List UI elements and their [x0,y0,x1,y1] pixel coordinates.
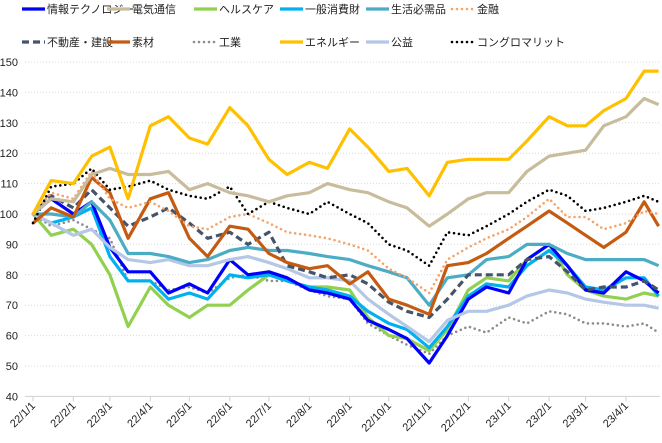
series-line-9 [31,69,659,215]
x-tick-label: 23/4/1 [601,400,631,430]
legend-label: 金融 [477,2,499,16]
legend-item: 金融 [450,2,499,16]
x-tick-label: 22/10/1 [359,400,393,434]
y-tick-label: 100 [0,209,18,221]
y-tick-label: 110 [0,179,18,191]
x-tick-label: 22/11/1 [400,400,434,434]
legend-label: 素材 [132,35,154,49]
x-tick-label: 22/5/1 [164,400,194,430]
legend-label: 一般消費財 [305,2,360,16]
series-lines [31,69,660,365]
y-tick-label: 80 [6,270,18,282]
y-tick-label: 90 [6,239,18,251]
legend-item: 一般消費財 [280,2,360,16]
legend-item: コングロマリット [450,35,565,49]
series-line-10 [32,212,659,344]
x-axis: 22/1/1 22/2/1 22/3/1 22/4/1 22/5/1 22/6/1 22/7… [8,396,631,434]
legend-label: ヘルスケア [219,3,274,16]
y-tick-label: 130 [0,118,18,130]
y-tick-label: 70 [6,300,18,312]
x-tick-label: 22/7/1 [244,400,274,430]
x-tick-label: 22/12/1 [439,400,473,434]
legend-item: 情報テクノロジー [22,3,134,16]
x-tick-label: 22/3/1 [85,400,115,430]
legend-item: ヘルスケア [194,3,274,16]
legend-label: 電気通信 [132,2,176,16]
x-tick-label: 22/2/1 [48,400,78,430]
y-tick-label: 60 [6,331,18,343]
y-tick-label: 150 [0,57,18,69]
legend-label: 生活必需品 [391,2,446,16]
legend-item: 公益 [366,35,413,49]
gridlines [25,61,660,397]
series-line-0 [31,197,660,365]
legend-item: 不動産・建設 [22,35,113,49]
legend-label: コングロマリット [477,35,565,49]
x-tick-label: 23/3/1 [561,400,591,430]
x-tick-label: 23/1/1 [484,400,514,430]
y-tick-label: 120 [0,148,18,160]
y-tick-label: 40 [6,391,18,403]
legend-label: 公益 [391,35,413,49]
series-line-11 [31,167,660,267]
y-tick-label: 50 [6,361,18,373]
legend-item: 生活必需品 [366,2,446,16]
x-tick-label: 22/8/1 [284,400,314,430]
legend-label: 不動産・建設 [47,35,113,49]
x-tick-label: 22/6/1 [205,400,235,430]
series-line-4 [33,200,660,307]
x-tick-label: 23/2/1 [524,400,554,430]
series-line-7 [31,175,660,316]
x-tick-label: 22/1/1 [8,400,38,430]
x-tick-label: 22/4/1 [125,400,155,430]
legend-label: エネルギー [305,36,360,49]
legend-item: 工業 [192,36,241,49]
legend-item: 電気通信 [107,2,176,16]
x-tick-label: 22/9/1 [325,400,355,430]
legend-item: エネルギー [280,36,360,49]
y-axis-tick-labels: 40 50 60 70 80 90 100 110 120 130 140 150 [0,57,18,403]
series-line-5 [31,170,660,295]
legend-label: 情報テクノロジー [47,3,134,16]
legend-item: 素材 [107,35,154,49]
y-tick-label: 140 [0,87,18,99]
legend-label: 工業 [219,36,241,49]
